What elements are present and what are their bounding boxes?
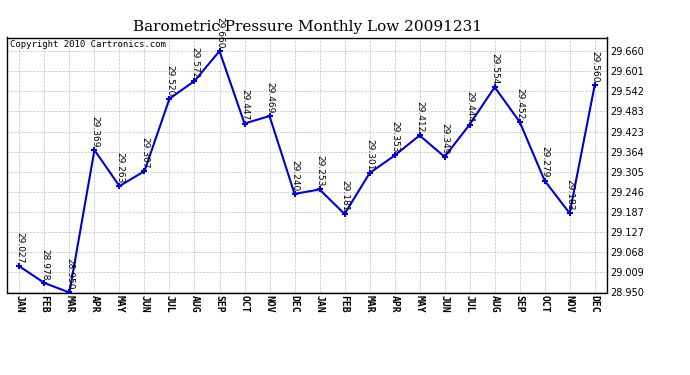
Text: 29.027: 29.027 bbox=[15, 232, 24, 264]
Text: 29.452: 29.452 bbox=[515, 88, 524, 119]
Text: 29.253: 29.253 bbox=[315, 155, 324, 187]
Text: 29.279: 29.279 bbox=[540, 147, 549, 178]
Text: 29.572: 29.572 bbox=[190, 47, 199, 78]
Text: 29.412: 29.412 bbox=[415, 101, 424, 133]
Text: 29.183: 29.183 bbox=[565, 179, 574, 210]
Text: 29.447: 29.447 bbox=[240, 90, 249, 121]
Text: 29.349: 29.349 bbox=[440, 123, 449, 154]
Text: 29.469: 29.469 bbox=[265, 82, 274, 113]
Text: 29.181: 29.181 bbox=[340, 180, 349, 211]
Text: 29.520: 29.520 bbox=[165, 64, 174, 96]
Text: 29.307: 29.307 bbox=[140, 137, 149, 168]
Title: Barometric Pressure Monthly Low 20091231: Barometric Pressure Monthly Low 20091231 bbox=[132, 20, 482, 33]
Text: 29.660: 29.660 bbox=[215, 17, 224, 48]
Text: 28.950: 28.950 bbox=[65, 258, 74, 290]
Text: 29.263: 29.263 bbox=[115, 152, 124, 183]
Text: 29.369: 29.369 bbox=[90, 116, 99, 147]
Text: 29.301: 29.301 bbox=[365, 139, 374, 170]
Text: Copyright 2010 Cartronics.com: Copyright 2010 Cartronics.com bbox=[10, 40, 166, 49]
Text: 29.353: 29.353 bbox=[390, 121, 399, 153]
Text: 29.444: 29.444 bbox=[465, 91, 474, 122]
Text: 29.240: 29.240 bbox=[290, 160, 299, 191]
Text: 28.978: 28.978 bbox=[40, 249, 49, 280]
Text: 29.554: 29.554 bbox=[490, 53, 499, 84]
Text: 29.560: 29.560 bbox=[590, 51, 599, 82]
